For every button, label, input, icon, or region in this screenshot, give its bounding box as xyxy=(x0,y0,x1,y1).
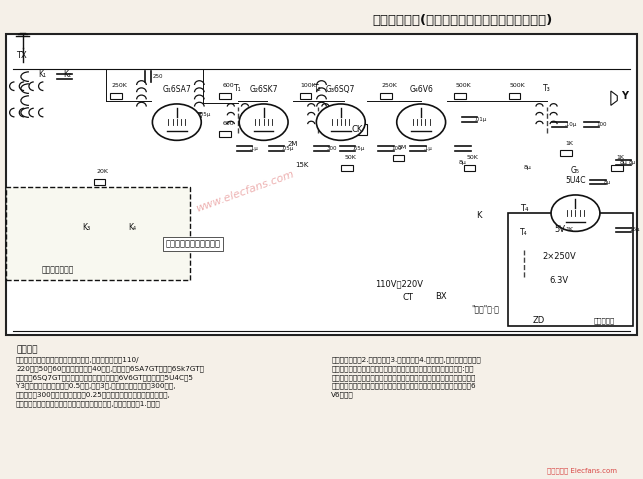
Text: 主备管灯组: 主备管灯组 xyxy=(593,318,615,324)
Text: K₁: K₁ xyxy=(38,70,46,79)
Text: T₄: T₄ xyxy=(520,228,528,237)
Text: BX: BX xyxy=(435,292,446,300)
Text: 16μ: 16μ xyxy=(629,228,639,232)
Text: G₁6SA7: G₁6SA7 xyxy=(163,85,191,94)
Text: 1K: 1K xyxy=(565,141,573,146)
FancyBboxPatch shape xyxy=(508,213,633,326)
Text: 8μ: 8μ xyxy=(629,160,636,165)
Bar xyxy=(509,93,520,99)
FancyBboxPatch shape xyxy=(6,187,190,280)
Text: 6.3V: 6.3V xyxy=(550,276,569,285)
Text: 600: 600 xyxy=(222,83,234,88)
Text: 双通变变电容器: 双通变变电容器 xyxy=(42,265,74,274)
Text: K₄: K₄ xyxy=(128,223,136,232)
Text: .01μ: .01μ xyxy=(475,117,487,122)
Bar xyxy=(110,93,122,99)
Text: 8μ: 8μ xyxy=(620,160,628,165)
Text: .05μ: .05μ xyxy=(282,146,294,151)
Text: .65μ: .65μ xyxy=(352,146,365,151)
Polygon shape xyxy=(611,91,617,105)
Text: CT: CT xyxy=(403,294,413,302)
Bar xyxy=(347,124,367,135)
Text: 600: 600 xyxy=(222,122,234,126)
Text: 50K: 50K xyxy=(467,155,478,160)
Bar xyxy=(560,237,572,242)
Text: 300: 300 xyxy=(327,146,337,151)
Text: 1K: 1K xyxy=(617,155,624,160)
Text: 5V: 5V xyxy=(554,226,565,234)
Text: G₃6SQ7: G₃6SQ7 xyxy=(326,85,356,94)
Text: 注：波段开关在中波位置: 注：波段开关在中波位置 xyxy=(165,240,221,249)
Bar xyxy=(219,93,231,99)
Bar xyxy=(560,150,572,156)
Text: .10μ: .10μ xyxy=(565,122,577,127)
Bar xyxy=(300,93,311,99)
Text: 关及音圈控制。2.音量控制。3.波段开关。4.电台选择,拾音装置：机后备
有拾音器插口，插头塞入后可放唱片，此时收音电路自动切断。线圈:中频
阶波线圈和中波调谐: 关及音圈控制。2.音量控制。3.波段开关。4.电台选择,拾音装置：机后备 有拾音… xyxy=(331,357,481,398)
Text: TX: TX xyxy=(16,51,27,59)
Circle shape xyxy=(239,104,288,140)
Text: CK: CK xyxy=(351,125,363,134)
Text: 250K: 250K xyxy=(111,83,127,88)
Bar xyxy=(611,165,623,171)
Text: 500K: 500K xyxy=(455,83,471,88)
Text: G₄6V6: G₄6V6 xyxy=(409,85,433,94)
Text: T₃: T₃ xyxy=(543,84,550,93)
Bar xyxy=(464,165,475,171)
Text: G₂6SK7: G₂6SK7 xyxy=(249,85,278,94)
Text: K₂: K₂ xyxy=(64,70,71,79)
Bar xyxy=(219,131,231,137)
Circle shape xyxy=(397,104,446,140)
Text: 100: 100 xyxy=(597,122,607,127)
Bar xyxy=(380,93,392,99)
Text: 1K: 1K xyxy=(565,227,573,232)
Text: 100K: 100K xyxy=(301,83,316,88)
Text: 15K: 15K xyxy=(296,162,309,168)
Text: 中苏牌五管机(原北京市生产合作总社电器厂产品): 中苏牌五管机(原北京市生产合作总社电器厂产品) xyxy=(373,14,553,27)
Text: 110V～220V: 110V～220V xyxy=(375,279,422,288)
Text: ZD: ZD xyxy=(532,317,545,325)
Text: 2M: 2M xyxy=(287,141,298,147)
Text: 8μ: 8μ xyxy=(523,165,531,170)
Text: 电子发烧友 Elecfans.com: 电子发烧友 Elecfans.com xyxy=(547,468,617,474)
Text: 50K: 50K xyxy=(345,155,356,160)
Text: 【说明】: 【说明】 xyxy=(16,345,37,354)
Text: T₄: T₄ xyxy=(520,204,529,213)
Text: 500K: 500K xyxy=(510,83,525,88)
Text: K: K xyxy=(476,211,482,220)
Text: 5M: 5M xyxy=(397,146,406,150)
Text: www.elecfans.com: www.elecfans.com xyxy=(194,169,295,214)
Text: 250K: 250K xyxy=(381,83,397,88)
Bar xyxy=(94,179,105,185)
Circle shape xyxy=(152,104,201,140)
Bar xyxy=(393,155,404,161)
FancyBboxPatch shape xyxy=(6,34,637,335)
Bar xyxy=(6,338,637,479)
Text: 本机为交流五管二波段超外差式收音机,使用电源：交流110/
220伏，50～60周。电力消耗：40次安,电子管：6SA7GT变频，6Sk7GT中
频放大。6SQ: 本机为交流五管二波段超外差式收音机,使用电源：交流110/ 220伏，50～60… xyxy=(16,357,204,407)
Text: .1μ: .1μ xyxy=(249,146,258,151)
Text: K₃: K₃ xyxy=(83,223,91,232)
Text: 20K: 20K xyxy=(97,170,109,174)
Bar xyxy=(341,165,353,171)
Circle shape xyxy=(316,104,365,140)
Text: T₂: T₂ xyxy=(314,84,322,93)
Text: .05μ: .05μ xyxy=(198,113,210,117)
Text: 8μ: 8μ xyxy=(603,180,610,184)
Text: G₅
5U4C: G₅ 5U4C xyxy=(565,166,586,185)
Text: T₁: T₁ xyxy=(234,84,242,93)
Text: 100: 100 xyxy=(391,146,401,151)
Circle shape xyxy=(551,195,600,231)
Text: .1μ: .1μ xyxy=(423,146,432,151)
Text: 250: 250 xyxy=(153,74,163,79)
Text: 2×250V: 2×250V xyxy=(543,252,576,261)
Text: 8μ: 8μ xyxy=(459,160,467,165)
Bar xyxy=(454,93,466,99)
Text: "全套"五·二: "全套"五·二 xyxy=(471,305,500,313)
Text: Y: Y xyxy=(622,91,628,101)
